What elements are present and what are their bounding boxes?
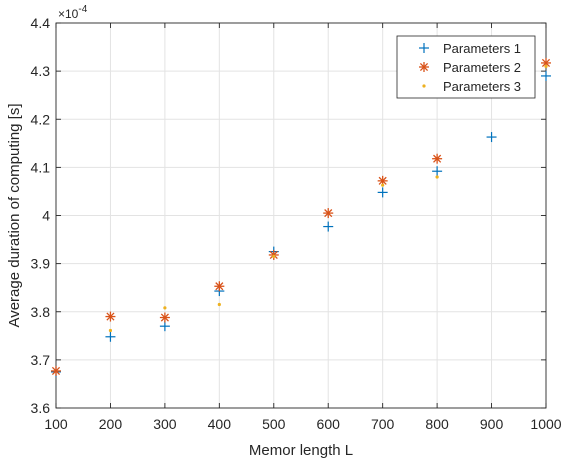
x-axis-label: Memor length L [249, 442, 353, 459]
y-tick-label: 3.9 [31, 256, 51, 272]
data-point [432, 153, 443, 164]
y-tick-label: 4.3 [31, 63, 51, 79]
data-point [435, 175, 439, 179]
data-point [159, 321, 170, 332]
data-point [381, 183, 385, 187]
y-axis-label: Average duration of computing [s] [6, 103, 23, 327]
svg-text:×10-4: ×10-4 [58, 4, 88, 21]
x-tick-label: 200 [99, 416, 123, 432]
y-exponent-power: -4 [78, 4, 87, 15]
x-tick-label: 400 [208, 416, 232, 432]
x-tick-label: 1000 [530, 416, 561, 432]
data-point [486, 132, 497, 143]
legend-marker [422, 84, 426, 88]
data-point [163, 306, 167, 310]
data-point [105, 311, 116, 322]
x-tick-label: 100 [44, 416, 68, 432]
data-point [544, 64, 548, 68]
data-point [159, 312, 170, 323]
data-point [323, 208, 334, 219]
x-tick-label: 600 [317, 416, 341, 432]
data-point [108, 328, 113, 333]
legend-label: Parameters 2 [443, 60, 521, 75]
x-tick-label: 800 [425, 416, 449, 432]
legend: Parameters 1 Parameters 2 Parameters 3 [396, 35, 536, 99]
data-point [214, 281, 225, 292]
data-point [377, 175, 388, 186]
data-point [432, 166, 443, 177]
legend-label: Parameters 1 [443, 41, 521, 56]
data-point [323, 221, 334, 232]
x-tick-label: 300 [153, 416, 177, 432]
y-tick-label: 4 [42, 208, 50, 224]
y-tick-label: 3.8 [31, 304, 51, 320]
legend-marker [419, 43, 429, 53]
data-point [217, 302, 221, 307]
data-point [541, 57, 551, 68]
x-tick-label: 500 [262, 416, 286, 432]
legend-label: Parameters 3 [443, 79, 521, 94]
x-tick-label: 700 [371, 416, 395, 432]
data-point [105, 331, 116, 342]
data-point [377, 187, 388, 198]
x-tick-label: 900 [480, 416, 504, 432]
y-tick-label: 3.7 [31, 352, 51, 368]
data-point [51, 365, 61, 376]
data-points [51, 57, 551, 377]
y-tick-label: 4.2 [31, 111, 51, 127]
data-point [541, 70, 551, 81]
y-tick-label: 3.6 [31, 400, 51, 416]
series-3 [108, 64, 548, 333]
y-exponent-base: ×10 [58, 7, 79, 21]
y-tick-label: 4.1 [31, 159, 51, 175]
data-point [272, 254, 276, 259]
y-tick-label: 4.4 [31, 15, 51, 31]
legend-marker [419, 62, 429, 72]
series-2 [51, 57, 551, 376]
x-axis-ticks: 100 200 300 400 500 600 700 800 900 1000 [44, 23, 562, 432]
y-exponent: ×10-4 [58, 4, 88, 21]
y-axis-ticks: 3.6 3.7 3.8 3.9 4 4.1 4.2 4.3 4.4 [31, 15, 546, 416]
